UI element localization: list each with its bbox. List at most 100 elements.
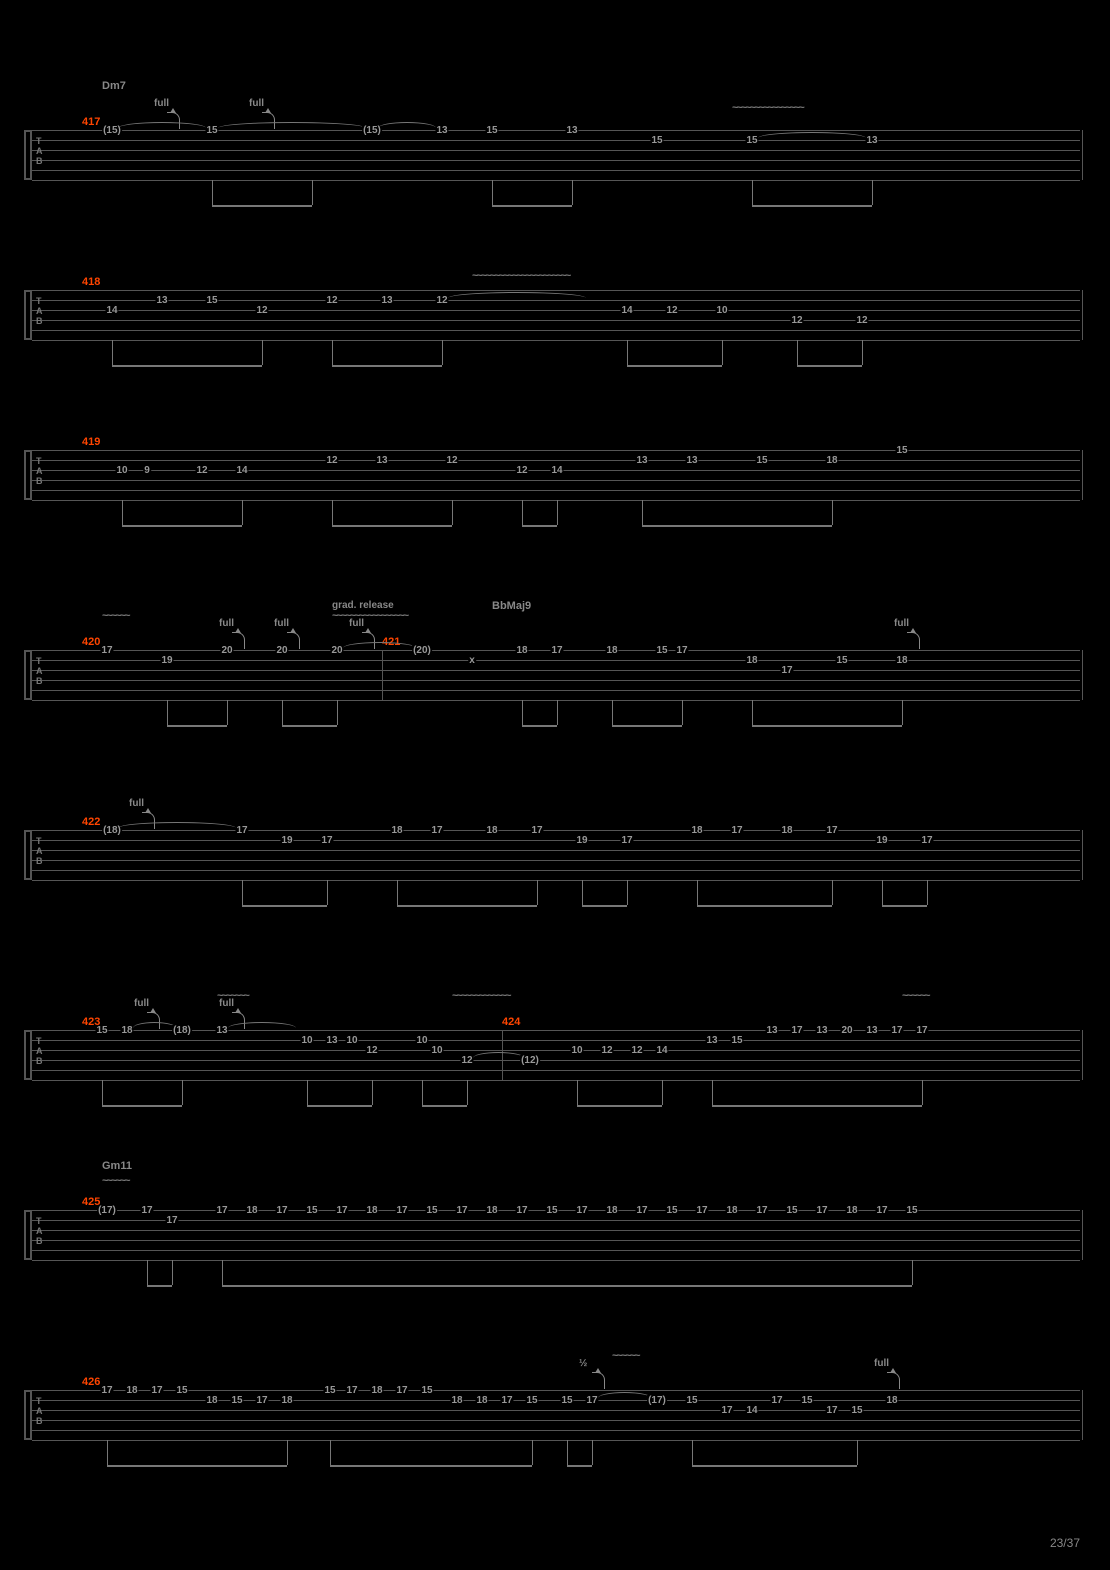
fret-number: 14 [620, 305, 633, 316]
measure-number: 422 [82, 816, 100, 828]
fret-number: 13 [565, 125, 578, 136]
fret-number: 20 [220, 645, 233, 656]
fret-number: 13 [375, 455, 388, 466]
fret-number: 12 [790, 315, 803, 326]
fret-number: 18 [485, 1205, 498, 1216]
fret-number: 18 [475, 1395, 488, 1406]
fret-number: 13 [325, 1035, 338, 1046]
fret-number: 12 [195, 465, 208, 476]
fret-number: 17 [395, 1385, 408, 1396]
tab-system: TAB425Gm11~~~~~~(17)17171718171517181715… [30, 1140, 1080, 1290]
fret-number: 17 [395, 1205, 408, 1216]
fret-number: 17 [920, 835, 933, 846]
fret-number: 17 [585, 1395, 598, 1406]
fret-number: 17 [320, 835, 333, 846]
fret-number: 20 [275, 645, 288, 656]
fret-number: 17 [430, 825, 443, 836]
fret-number: 18 [515, 645, 528, 656]
fret-number: 17 [515, 1205, 528, 1216]
fret-number: 17 [165, 1215, 178, 1226]
tab-staff: TAB422full(18)17191718171817191718171817… [30, 830, 1080, 880]
fret-number: 15 [420, 1385, 433, 1396]
fret-number: 17 [255, 1395, 268, 1406]
fret-number: 13 [155, 295, 168, 306]
fret-number: 17 [100, 645, 113, 656]
fret-number: 18 [845, 1205, 858, 1216]
tab-system: TAB422full(18)17191718171817191718171817… [30, 760, 1080, 910]
tab-system: TAB418~~~~~~~~~~~~~~~~~~~~~~141315121213… [30, 240, 1080, 370]
fret-number: 18 [370, 1385, 383, 1396]
vibrato-mark: ~~~~~~ [102, 1175, 129, 1187]
tab-staff: TAB419109121412131212141313151815 [30, 450, 1080, 500]
fret-number: 17 [825, 1405, 838, 1416]
fret-number: 15 [560, 1395, 573, 1406]
fret-number: 17 [755, 1205, 768, 1216]
fret-number: (17) [647, 1395, 667, 1406]
fret-number: 15 [230, 1395, 243, 1406]
fret-number: 17 [275, 1205, 288, 1216]
fret-number: 12 [325, 295, 338, 306]
fret-number: 18 [120, 1025, 133, 1036]
fret-number: 15 [485, 125, 498, 136]
measure-number: 420 [82, 636, 100, 648]
vibrato-mark: ~~~~~~~~~~~~~~~~~~~~~~ [472, 270, 569, 282]
fret-number: 15 [665, 1205, 678, 1216]
fret-number: 18 [245, 1205, 258, 1216]
fret-number: 15 [425, 1205, 438, 1216]
fret-number: 17 [695, 1205, 708, 1216]
fret-number: 19 [575, 835, 588, 846]
measure-number: 424 [502, 1016, 520, 1028]
tab-staff: TAB418~~~~~~~~~~~~~~~~~~~~~~141315121213… [30, 290, 1080, 340]
fret-number: 17 [500, 1395, 513, 1406]
fret-number: 17 [575, 1205, 588, 1216]
fret-number: 15 [905, 1205, 918, 1216]
fret-number: 13 [705, 1035, 718, 1046]
fret-number: 10 [570, 1045, 583, 1056]
fret-number: 17 [620, 835, 633, 846]
fret-number: 14 [235, 465, 248, 476]
fret-number: 15 [205, 295, 218, 306]
fret-number: 13 [380, 295, 393, 306]
fret-number: 19 [875, 835, 888, 846]
tab-system: TAB419109121412131212141313151815 [30, 400, 1080, 530]
fret-number: 10 [715, 305, 728, 316]
fret-number: 18 [895, 655, 908, 666]
fret-number: 15 [685, 1395, 698, 1406]
fret-number: 10 [430, 1045, 443, 1056]
tab-staff: TAB426~~~~~~½full17181715181517181517181… [30, 1390, 1080, 1440]
vibrato-mark: ~~~~~~ [902, 990, 929, 1002]
fret-number: 12 [435, 295, 448, 306]
fret-number: 12 [325, 455, 338, 466]
fret-number: 10 [115, 465, 128, 476]
fret-number: 15 [800, 1395, 813, 1406]
fret-number: 13 [685, 455, 698, 466]
fret-number: 18 [125, 1385, 138, 1396]
fret-number: 17 [100, 1385, 113, 1396]
tab-sheet: TAB417Dm7~~~~~~~~~~~~~~~~fullfull(15)15(… [30, 40, 1080, 1470]
fret-number: (12) [520, 1055, 540, 1066]
measure-number: 417 [82, 116, 100, 128]
fret-number: 13 [865, 1025, 878, 1036]
tab-staff: TAB420421BbMaj9grad. release~~~~~~~~~~~~… [30, 650, 1080, 700]
fret-number: 14 [105, 305, 118, 316]
fret-number: 17 [335, 1205, 348, 1216]
fret-number: 15 [835, 655, 848, 666]
fret-number: 15 [175, 1385, 188, 1396]
fret-number: 13 [865, 135, 878, 146]
fret-number: 15 [545, 1205, 558, 1216]
fret-number: 12 [630, 1045, 643, 1056]
measure-number: 426 [82, 1376, 100, 1388]
fret-number: 13 [635, 455, 648, 466]
fret-number: 17 [235, 825, 248, 836]
fret-number: 17 [815, 1205, 828, 1216]
fret-number: 12 [445, 455, 458, 466]
fret-number: 10 [345, 1035, 358, 1046]
fret-number: 13 [815, 1025, 828, 1036]
fret-number: 18 [605, 1205, 618, 1216]
fret-number: 18 [280, 1395, 293, 1406]
fret-number: 15 [850, 1405, 863, 1416]
fret-number: 20 [840, 1025, 853, 1036]
fret-number: 10 [300, 1035, 313, 1046]
fret-number: 18 [205, 1395, 218, 1406]
tab-system: TAB426~~~~~~½full17181715181517181517181… [30, 1320, 1080, 1470]
